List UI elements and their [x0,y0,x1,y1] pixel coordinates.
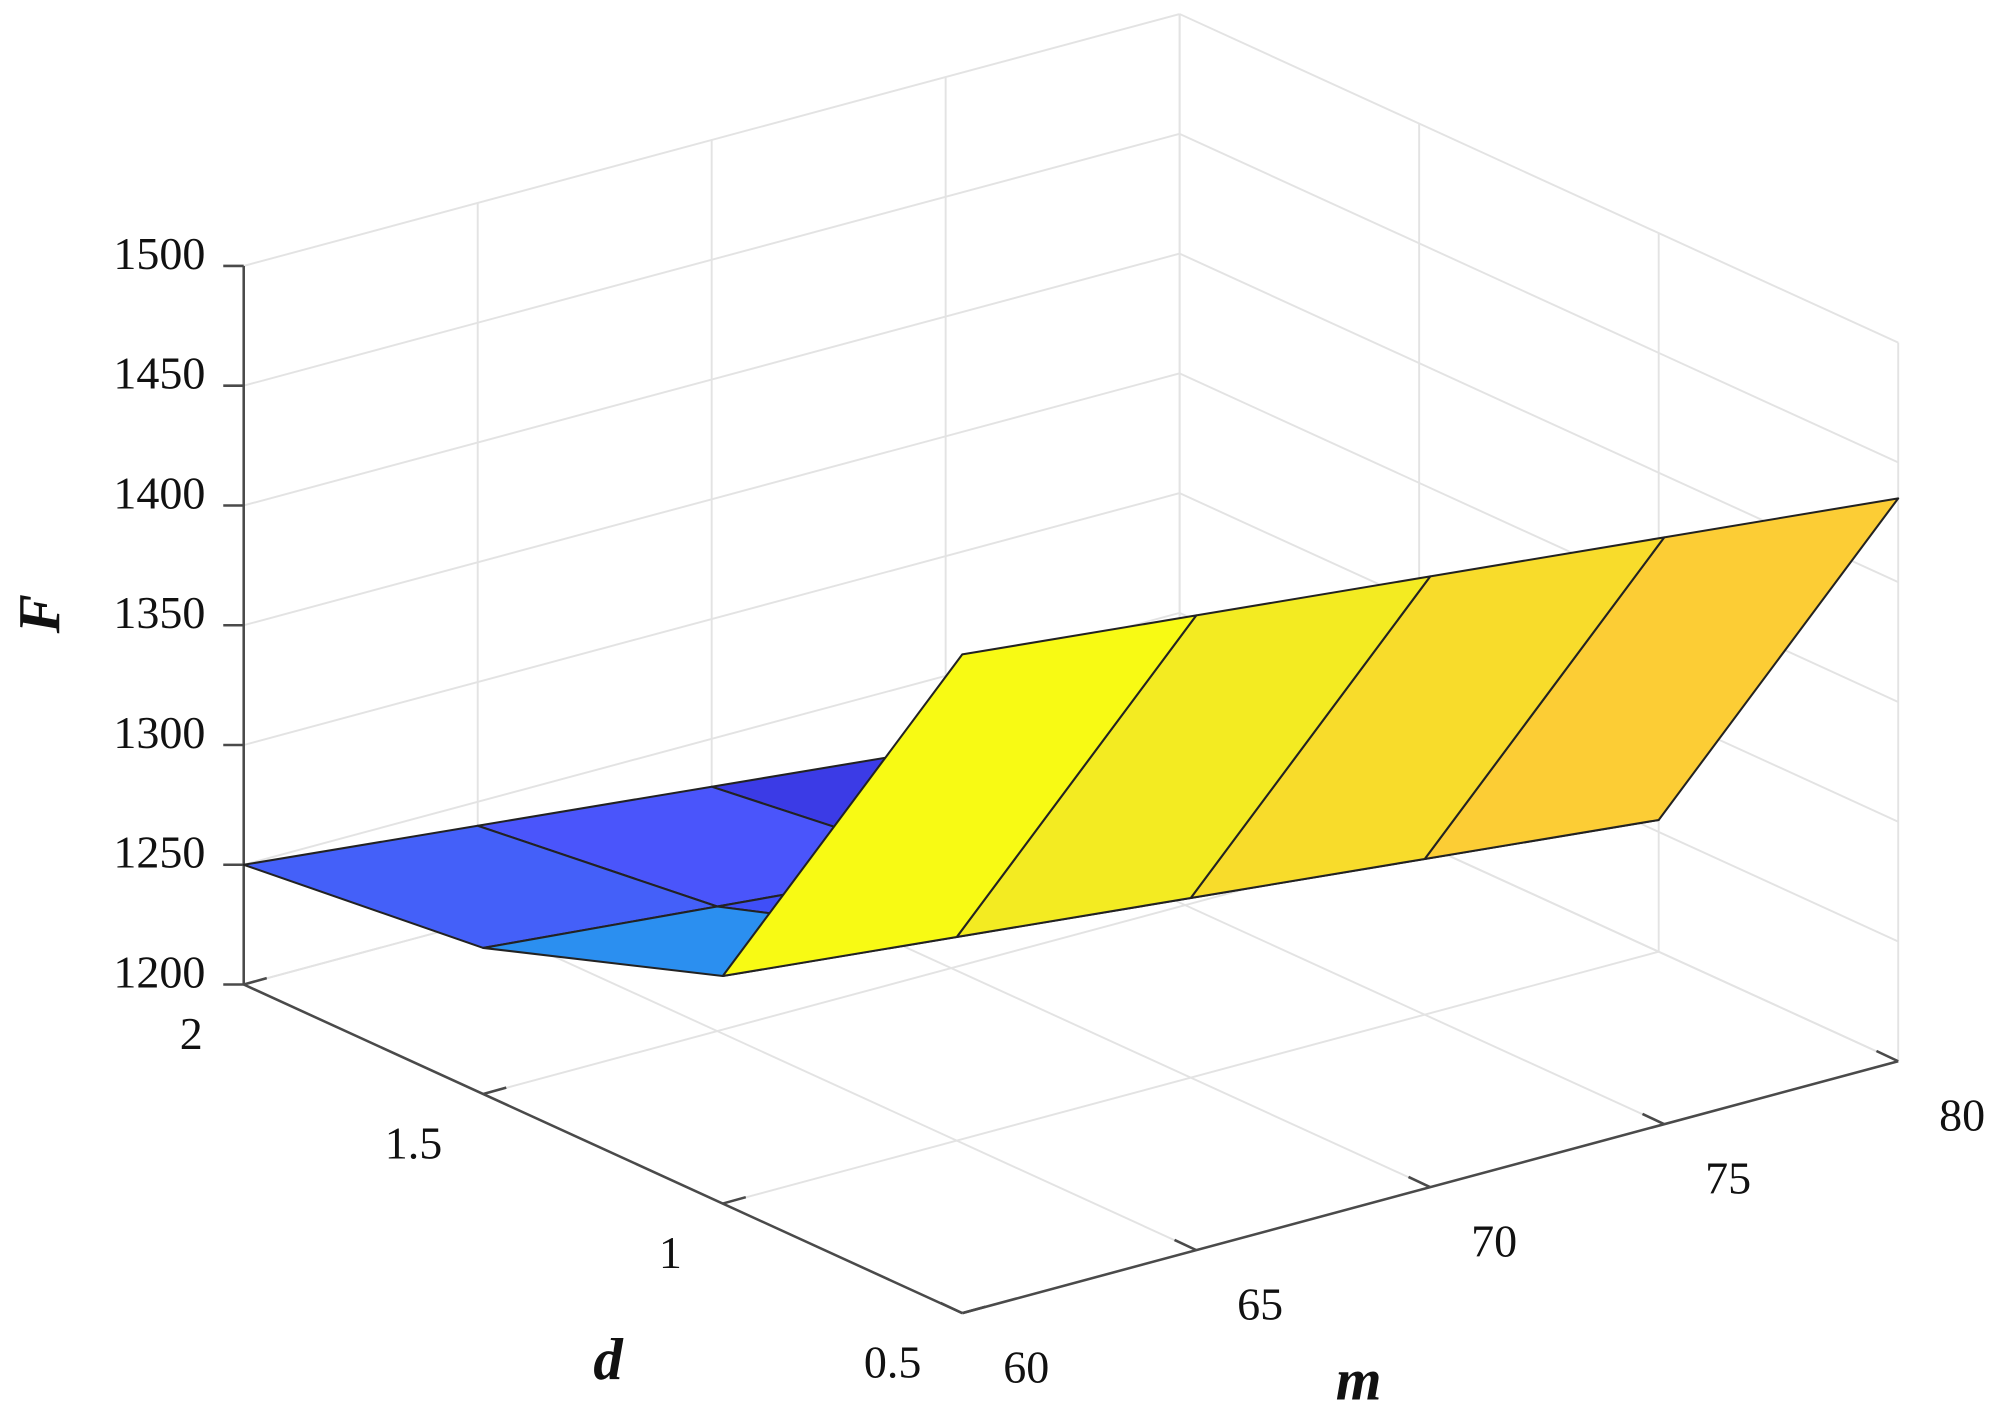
tick-mark [1173,1238,1197,1252]
z-tick-label: 1350 [113,587,205,638]
tick-mark [1641,1112,1665,1126]
y-tick-label: 1 [659,1227,682,1278]
tick-mark [1875,1049,1899,1063]
tick-mark [482,1086,507,1096]
x-tick-label: 80 [1939,1090,1985,1141]
grid-line [477,920,1197,1252]
x-tick-label: 65 [1237,1279,1283,1330]
grid-line [243,132,1180,387]
y-axis [243,983,963,1315]
grid-line [243,372,1180,627]
z-tick-label: 1250 [113,827,205,878]
x-axis [961,1059,1899,1315]
grid-line [243,492,1180,746]
z-tick-label: 1450 [113,348,205,399]
z-tick-label: 1500 [113,228,205,279]
grid-line [243,13,1180,267]
grid-line [243,252,1180,507]
tick-mark [961,1305,986,1315]
y-tick-label: 2 [180,1008,203,1059]
tick-mark [243,976,268,986]
grid-line [722,950,1659,1205]
z-tick-label: 1400 [113,467,205,518]
tick-mark [722,1195,747,1205]
x-tick-label: 60 [1003,1341,1049,1392]
y-axis-title: d [593,1327,624,1392]
tick-mark [940,1301,963,1315]
x-tick-label: 75 [1705,1153,1751,1204]
z-tick-label: 1200 [113,946,205,997]
tick-mark [1407,1175,1431,1189]
grid-line [1179,13,1899,344]
y-tick-label: 1.5 [385,1117,443,1168]
z-axis-title: F [7,594,72,634]
surface-face [721,614,1198,978]
grid-line [1179,132,1899,464]
y-tick-label: 0.5 [864,1336,922,1387]
x-tick-label: 70 [1471,1216,1517,1267]
x-axis-title: m [1336,1347,1382,1409]
z-tick-label: 1300 [113,707,205,758]
